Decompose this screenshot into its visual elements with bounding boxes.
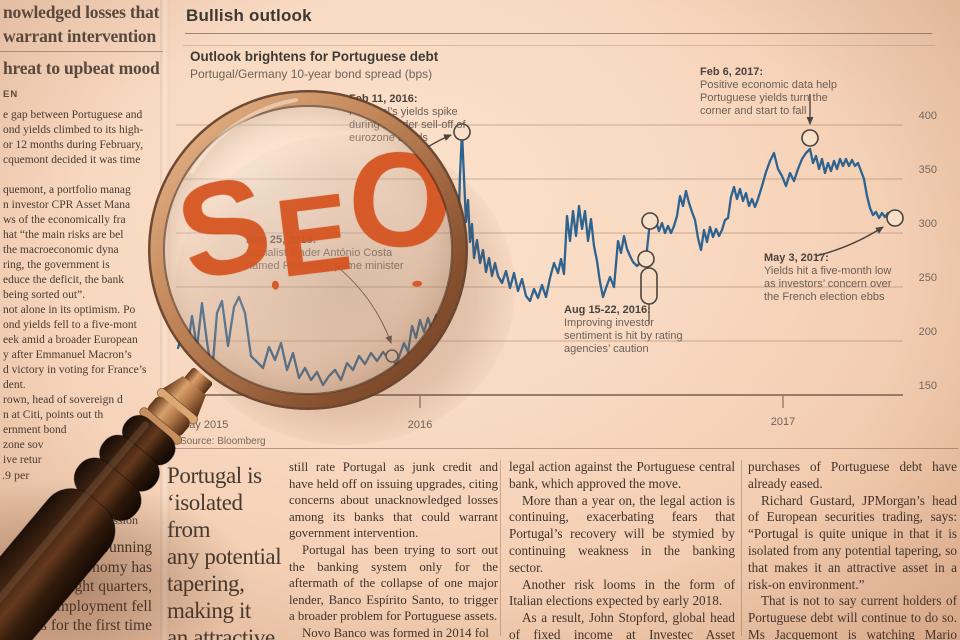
left-body-line: n investor CPR Asset Mana [3, 199, 131, 211]
column-rule [500, 460, 501, 636]
event-marker [637, 250, 655, 268]
article-paragraph: Richard Gustard, JPMorgan’s head of Euro… [748, 492, 957, 592]
pull-quote-line: ‘isolated from [167, 490, 243, 542]
article-column: purchases of Portuguese debt have alread… [748, 459, 957, 640]
left-headline-line: warrant intervention [3, 26, 156, 46]
left-body-line: d victory in voting for France’s [3, 364, 147, 376]
left-headline-line: nowledged losses that [3, 2, 160, 22]
article-paragraph: More than a year on, the legal action is… [509, 492, 735, 575]
left-body-line: e gap between Portuguese and [3, 109, 143, 121]
annotation-feb-2017: Feb 6, 2017: Positive economic data help… [700, 66, 837, 117]
event-marker [886, 209, 904, 227]
chart-subtitle: Portugal/Germany 10-year bond spread (bp… [190, 67, 433, 81]
left-body-line: the macroeconomic dyna [3, 244, 119, 256]
pull-quote-line: making it [167, 598, 251, 623]
left-body-line: being sorted out”. [3, 289, 86, 301]
left-body-line: y after Emmanuel Macron’s [3, 349, 132, 361]
articles-section: Portugal is ‘isolated from any potential ta… [0, 455, 960, 640]
left-body-line: not alone in its optimism. Po [3, 304, 136, 316]
left-column: nowledged losses that warrant interventi… [0, 0, 163, 470]
article-paragraph: still rate Portugal as junk credit and h… [289, 460, 498, 541]
column-rule [741, 460, 742, 636]
pull-quote-line: any potential [167, 544, 282, 569]
article-column: legal action against the Portuguese cent… [509, 459, 735, 640]
article-paragraph: That is not to say current holders of Po… [748, 593, 957, 640]
chart-title: Outlook brightens for Portuguese debt [190, 49, 439, 64]
event-marker [641, 212, 659, 230]
pull-quote-line: an attractive [167, 625, 275, 640]
left-body-line: ring, the government is [3, 259, 110, 271]
annotation-feb-2016: Feb 11, 2016: Portugal’s yields spike du… [349, 93, 466, 144]
article-column: still rate Portugal as junk credit and h… [289, 459, 498, 640]
left-body-line: eek amid a broader European [3, 334, 138, 346]
chart-source: Source: Bloomberg [180, 436, 266, 447]
left-body-line: ond yields climbed to its high- [3, 124, 144, 136]
annotation-aug-2016: Aug 15-22, 2016: Improving investor sent… [564, 304, 683, 355]
article-paragraph: Portugal has been trying to sort out the… [289, 542, 498, 624]
y-tick-label: 350 [919, 164, 937, 176]
article-paragraph: legal action against the Portuguese cent… [509, 459, 735, 491]
left-body-line: n at Citi, points out th [3, 409, 104, 421]
left-body-line: quemont, a portfolio manag [3, 184, 131, 196]
event-marker [801, 129, 819, 147]
left-body-line: hat “the main risks are bel [3, 229, 124, 241]
article-paragraph: Novo Banco was formed in 2014 fol [302, 625, 489, 640]
annotation-nov-2015: Nov 25, 2015: Socialist leader António C… [246, 234, 404, 272]
y-tick-label: 250 [919, 272, 937, 284]
left-body-line: ond yields fell to a five-mont [3, 319, 137, 331]
left-body-line: ws of the economically fra [3, 214, 126, 226]
x-axis-label: May 2015 [180, 419, 229, 431]
pull-quote-line: Portugal is [167, 463, 262, 488]
left-body-line: dent. [3, 379, 26, 391]
article-paragraph: Another risk looms in the form of Italia… [509, 576, 735, 609]
pull-quote: Portugal is ‘isolated from any potential ta… [167, 462, 291, 640]
chart-box-top-rule [183, 45, 935, 46]
left-body-line: ive retur [3, 454, 42, 466]
article-paragraph: purchases of Portuguese debt have alread… [748, 459, 957, 491]
left-body-line: cquemont decided it was time [3, 154, 141, 166]
left-text-fragment: .9 per [2, 468, 30, 482]
y-tick-label: 400 [919, 110, 937, 122]
annotation-may-2017: May 3, 2017: Yields hit a five-month low… [764, 252, 892, 303]
left-body-line: rown, head of sovereign d [3, 394, 123, 406]
article-paragraph: As a result, John Stopford, global head … [509, 610, 735, 640]
x-axis-label: 2017 [770, 416, 796, 428]
left-body-line [3, 168, 163, 183]
left-headline-line: hreat to upbeat mood [3, 58, 160, 78]
y-tick-label: 300 [919, 218, 937, 230]
left-body-line: or 12 months during February, [3, 139, 144, 151]
range-marker-aug-2016 [640, 267, 658, 305]
headline-divider [0, 51, 163, 52]
x-axis-label: 2016 [407, 419, 433, 431]
lens-shadow [175, 135, 515, 445]
left-column-body: e gap between Portuguese and ond yields c… [0, 108, 163, 468]
left-body-line: educe the deficit, the bank [3, 274, 125, 286]
seo-label: S E O [164, 123, 457, 310]
annotation-arrow-nov-2015 [333, 263, 392, 344]
byline: EN [3, 89, 19, 100]
y-tick-label: 150 [919, 380, 937, 392]
event-marker [385, 349, 399, 363]
chart-bottom-rule [170, 448, 958, 449]
left-body-line: ernment bond [3, 424, 67, 436]
y-tick-label: 200 [919, 326, 937, 338]
left-body-line: zone sov [3, 439, 44, 451]
pull-quote-line: tapering, [167, 571, 245, 596]
kicker-rule [185, 33, 932, 34]
chart-kicker: Bullish outlook [186, 6, 312, 25]
